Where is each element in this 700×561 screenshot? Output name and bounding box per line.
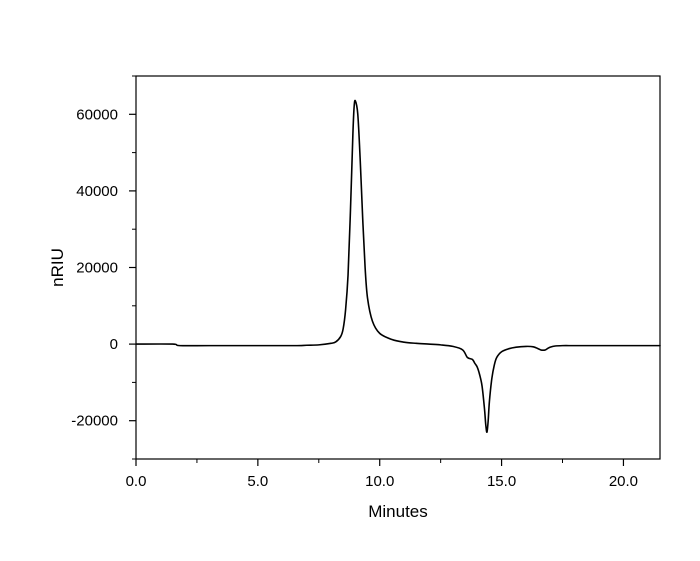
- y-axis-ticks: -20000 0 20000 40000 60000: [71, 75, 136, 460]
- x-tick-label: 5.0: [247, 473, 268, 490]
- x-axis-ticks: 0.0 5.0 10.0 15.0 20.0: [126, 459, 638, 490]
- y-axis-label: nRIU: [48, 248, 67, 287]
- series-line: [135, 99, 661, 434]
- plot-frame: [135, 75, 661, 460]
- x-tick-label: 20.0: [609, 473, 638, 490]
- y-tick-label: -20000: [71, 413, 118, 430]
- x-axis-label: Minutes: [368, 502, 428, 521]
- y-tick-label: 60000: [76, 106, 118, 123]
- x-tick-label: 10.0: [365, 473, 394, 490]
- plot-border: [135, 75, 661, 460]
- x-tick-label: 0.0: [126, 473, 147, 490]
- y-tick-label: 0: [110, 336, 118, 353]
- y-tick-label: 40000: [76, 183, 118, 200]
- series-group: [135, 99, 661, 434]
- y-tick-label: 20000: [76, 260, 118, 277]
- x-tick-label: 15.0: [487, 473, 516, 490]
